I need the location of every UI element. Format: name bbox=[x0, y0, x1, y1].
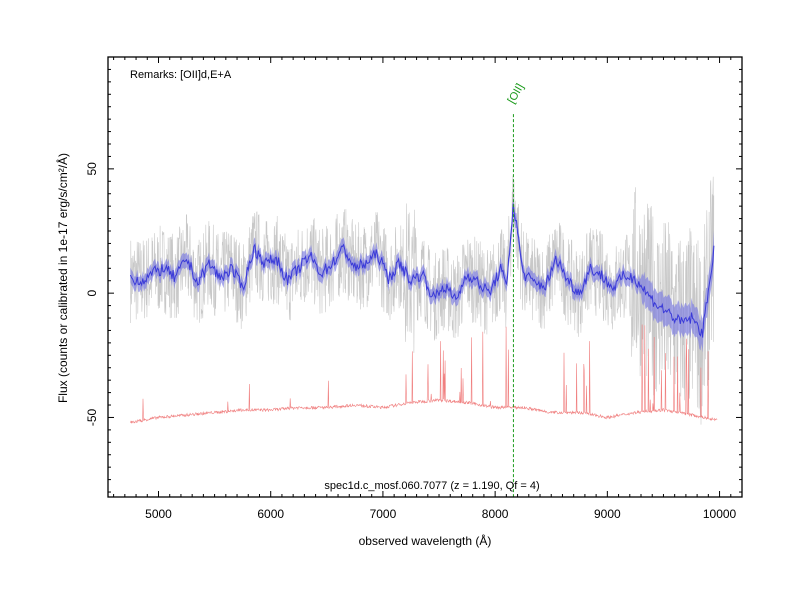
x-axis-label: observed wavelength (Å) bbox=[359, 533, 492, 548]
y-tick-label: 50 bbox=[85, 162, 99, 176]
raw-spectrum-layer bbox=[130, 175, 715, 425]
remarks-label: Remarks: [OII]d,E+A bbox=[130, 69, 232, 81]
x-tick-label: 9000 bbox=[594, 507, 621, 521]
plot-frame bbox=[107, 56, 743, 498]
error-spectrum-layer bbox=[130, 324, 718, 424]
error-spectrum-line bbox=[130, 324, 718, 424]
smoothed-spectrum-layer bbox=[129, 203, 715, 338]
axis-ticks: 5000 6000 7000 8000 9000 10000 -50 0 50 bbox=[85, 56, 743, 521]
oii-marker-label: [OII] bbox=[506, 82, 527, 106]
x-tick-label: 7000 bbox=[370, 507, 397, 521]
y-tick-label: -50 bbox=[85, 408, 99, 426]
emission-line-marker-layer: [OII] bbox=[506, 82, 527, 497]
spectrum-id-label: spec1d.c_mosf.060.7077 (z = 1.190, Qf = … bbox=[324, 480, 539, 492]
x-tick-label: 6000 bbox=[257, 507, 284, 521]
x-tick-label: 5000 bbox=[145, 507, 172, 521]
raw-spectrum-line bbox=[130, 175, 715, 425]
y-tick-label: 0 bbox=[85, 290, 99, 297]
x-tick-label: 8000 bbox=[482, 507, 509, 521]
smoothed-spectrum-line bbox=[129, 203, 715, 338]
y-axis-label: Flux (counts or calibrated in 1e-17 erg/… bbox=[55, 153, 70, 403]
x-tick-label: 10000 bbox=[703, 507, 737, 521]
